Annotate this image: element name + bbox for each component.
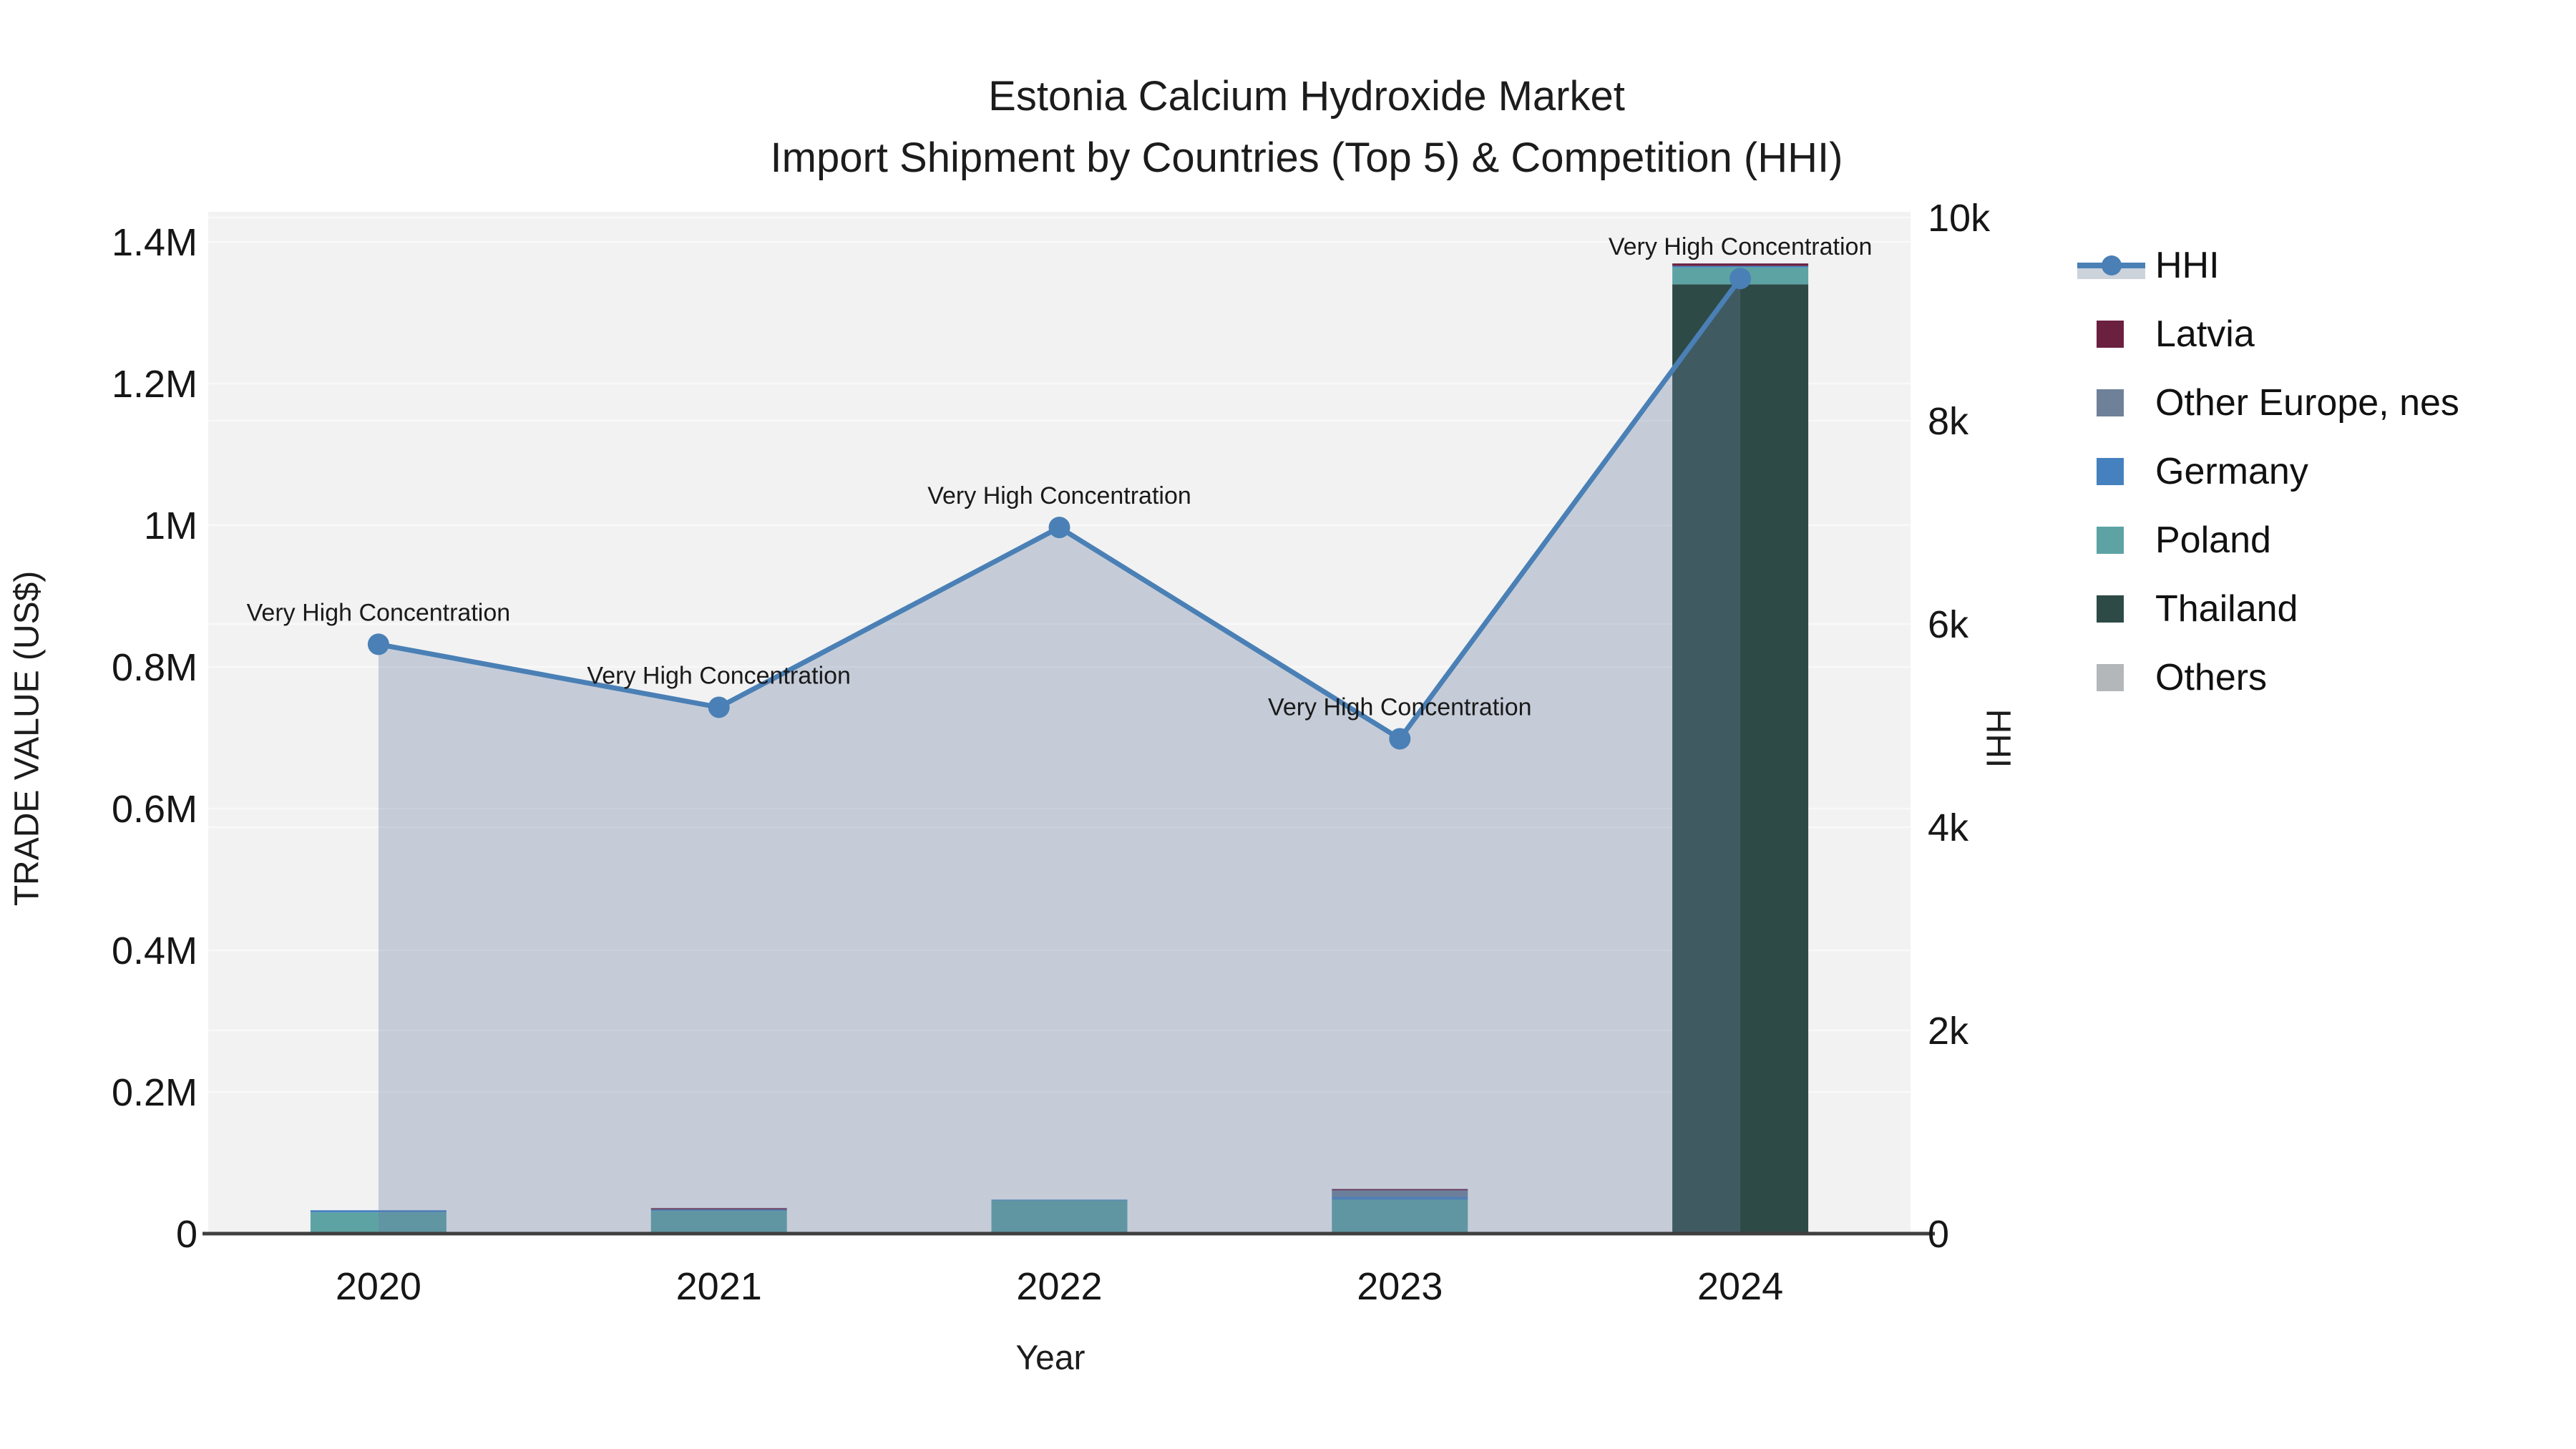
bar-segment-latvia-2021 [650,1208,787,1210]
legend-item-poland[interactable]: Poland [2077,506,2459,575]
hhi-marker-sample-icon [2102,255,2122,275]
y-right-tick-label: 4k [1928,806,1969,849]
hhi-point-2021 [708,696,730,718]
legend-color-swatch-icon [2097,321,2124,348]
legend-color-swatch-icon [2097,664,2124,691]
bar-segment-poland-2023 [1332,1199,1468,1234]
y-left-tick-label: 0.4M [112,930,197,972]
legend-label: Other Europe, nes [2155,382,2459,424]
y-left-tick-label: 1M [144,504,197,547]
bar-segment-germany-2021 [650,1209,787,1211]
x-tick-label-2020: 2020 [336,1265,421,1308]
legend-swatch-icon [2077,300,2145,369]
legend: HHI Latvia Other Europe, nes Germany Poland T… [2077,231,2459,712]
legend-swatch-icon [2077,369,2145,437]
y-left-tick-label: 1.2M [112,363,197,406]
hhi-point-2022 [1048,517,1070,539]
legend-label: Latvia [2155,313,2255,355]
plot-area [208,212,1911,1234]
legend-item-others[interactable]: Others [2077,643,2459,712]
legend-label: Others [2155,657,2268,698]
chart-title: Estonia Calcium Hydroxide Market Import … [37,66,2576,189]
chart-title-line1: Estonia Calcium Hydroxide Market [988,73,1625,119]
hhi-point-2024 [1729,268,1752,290]
y-right-tick-label: 10k [1928,197,1991,240]
legend-color-swatch-icon [2097,389,2124,416]
y-left-axis-title: TRADE VALUE (US$) [8,570,47,907]
annotation-2022: Very High Concentration [927,482,1191,509]
bar-segment-germany-2024 [1672,265,1809,268]
legend-label: Thailand [2155,588,2298,630]
y-right-axis-title: HHI [1979,708,2017,769]
x-axis-title: Year [1015,1339,1085,1377]
y-right-tick-label: 0 [1928,1213,1949,1256]
annotation-2020: Very High Concentration [247,599,511,626]
bar-segment-other-europe-nes-2023 [1332,1190,1468,1197]
hhi-area-fill [378,278,1741,1234]
x-tick-label-2023: 2023 [1357,1265,1443,1308]
bar-segment-germany-2020 [310,1210,447,1213]
legend-color-swatch-icon [2097,527,2124,554]
legend-color-swatch-icon [2097,595,2124,623]
legend-hhi-line-sample-icon [2077,231,2145,300]
annotation-2023: Very High Concentration [1268,693,1532,721]
bar-segment-poland-2021 [650,1211,787,1234]
y-left-tick-label: 1.4M [112,221,197,264]
legend-swatch-icon [2077,643,2145,712]
y-left-tick-label: 0.6M [112,788,197,831]
bar-segment-latvia-2023 [1332,1189,1468,1191]
y-right-tick-label: 6k [1928,603,1969,646]
hhi-point-2020 [367,633,389,655]
bar-segment-germany-2023 [1332,1196,1468,1200]
legend-label: Poland [2155,519,2271,561]
x-tick-label-2024: 2024 [1697,1265,1783,1308]
legend-item-hhi[interactable]: HHI [2077,231,2459,300]
legend-color-swatch-icon [2097,458,2124,485]
legend-label: Germany [2155,451,2308,492]
bar-segment-poland-2022 [991,1200,1128,1234]
chart-title-line2: Import Shipment by Countries (Top 5) & C… [770,135,1843,181]
legend-item-latvia[interactable]: Latvia [2077,300,2459,369]
x-tick-label-2022: 2022 [1016,1265,1102,1308]
legend-swatch-icon [2077,575,2145,643]
y-right-tick-label: 2k [1928,1010,1969,1053]
bar-segment-thailand-2024 [1672,284,1809,1234]
bar-segment-germany-2022 [991,1199,1128,1201]
y-right-tick-label: 8k [1928,400,1969,443]
hhi-point-2023 [1389,728,1411,750]
legend-swatch-icon [2077,437,2145,506]
y-left-tick-label: 0 [176,1213,197,1256]
legend-item-germany[interactable]: Germany [2077,437,2459,506]
legend-item-thailand[interactable]: Thailand [2077,575,2459,643]
legend-swatch-icon [2077,506,2145,575]
annotation-2024: Very High Concentration [1609,233,1873,260]
legend-item-other-europe-nes[interactable]: Other Europe, nes [2077,369,2459,437]
y-left-tick-label: 0.8M [112,646,197,689]
bar-segment-poland-2020 [310,1212,447,1234]
legend-label: HHI [2155,245,2220,286]
bar-segment-latvia-2024 [1672,263,1809,266]
annotation-2021: Very High Concentration [587,662,851,689]
y-left-tick-label: 0.2M [112,1071,197,1114]
x-tick-label-2021: 2021 [676,1265,762,1308]
